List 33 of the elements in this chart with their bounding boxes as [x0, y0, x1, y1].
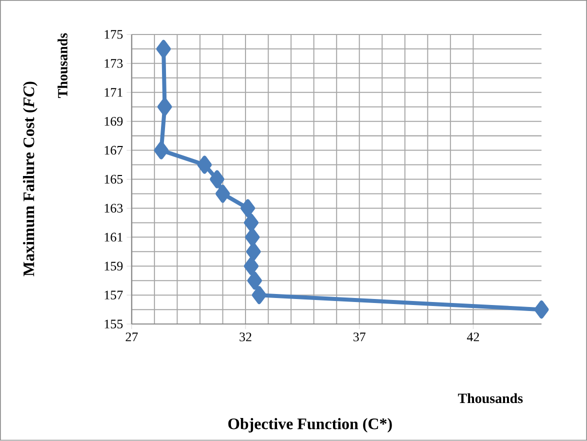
y-tick-label: 165 — [104, 175, 123, 184]
x-tick-label: 27 — [126, 332, 138, 342]
y-tick-label: 175 — [104, 30, 123, 39]
point — [247, 272, 262, 290]
y-tick-label: 173 — [104, 59, 123, 68]
point — [215, 184, 230, 203]
y-tick-label: 171 — [104, 88, 122, 97]
x-axis-title: Objective Function (C*) — [228, 418, 392, 433]
point — [197, 156, 212, 174]
y-axis-title: Maximum Failure Cost (FC) — [22, 82, 38, 276]
y-tick-label: 155 — [104, 320, 123, 329]
x-tick-label: 37 — [354, 332, 366, 342]
point — [246, 242, 261, 261]
point — [154, 141, 169, 160]
point — [244, 214, 258, 232]
y-tick-label: 157 — [104, 290, 123, 300]
y-tick-label: 169 — [104, 117, 123, 126]
point — [157, 98, 172, 116]
y-tick-label: 163 — [104, 204, 123, 213]
text: Thousands — [58, 33, 68, 98]
y-tick-label: 167 — [104, 146, 123, 155]
point — [245, 228, 260, 246]
point — [240, 199, 256, 218]
x-tick-label: 42 — [466, 332, 479, 342]
x-tick-label: 32 — [240, 332, 252, 342]
y-tick-label: 159 — [104, 262, 123, 271]
y-tick-label: 161 — [104, 232, 122, 242]
point — [156, 40, 171, 58]
point — [210, 170, 224, 188]
point — [244, 257, 258, 276]
point — [252, 286, 266, 304]
text: Thousands — [458, 393, 523, 404]
point — [534, 300, 549, 319]
